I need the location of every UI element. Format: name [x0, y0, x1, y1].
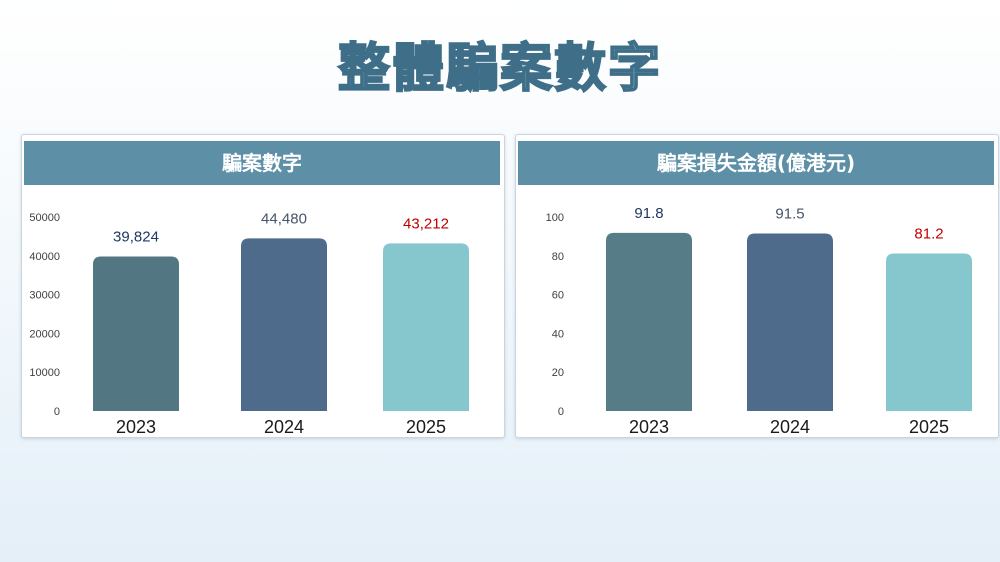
y-tick-label: 40	[552, 328, 564, 340]
x-tick-label-2024: 2024	[264, 417, 304, 437]
page-title: 整體騙案數字	[337, 38, 662, 100]
x-tick-label-2023: 2023	[116, 417, 156, 437]
fraud-cases-chart: 0 10000 20000 30000 40000 50000 39,824 2023 44,4…	[29, 210, 469, 437]
y-tick-label: 60	[552, 290, 564, 302]
bar-2023	[606, 232, 692, 411]
x-tick-label-2023: 2023	[629, 417, 669, 437]
data-label-2025: 81.2	[914, 225, 943, 242]
bar-2024	[747, 233, 833, 411]
y-tick-label: 10000	[29, 367, 60, 379]
y-tick-label: 100	[546, 212, 564, 224]
bar-2023	[93, 256, 179, 411]
x-tick-label-2025: 2025	[909, 417, 949, 437]
data-label-2024: 44,480	[261, 210, 307, 227]
bar-2024	[241, 238, 327, 411]
y-tick-label: 0	[54, 406, 60, 418]
y-tick-label: 30000	[29, 290, 60, 302]
fraud-losses-chart: 0 20 40 60 80 100 91.8 2023 91.5 2024 81.2 2025	[546, 205, 972, 437]
y-tick-label: 50000	[29, 212, 60, 224]
data-label-2024: 91.5	[775, 205, 804, 222]
fraud-cases-chart-title: 騙案數字	[24, 141, 500, 185]
y-tick-label: 40000	[29, 251, 60, 263]
fraud-cases-chart-panel: 騙案數字 0 10000 20000 30000 40000 50000 39,824 202…	[21, 134, 505, 438]
data-label-2023: 39,824	[113, 228, 159, 245]
bar-2025	[383, 243, 469, 411]
x-tick-label-2024: 2024	[770, 417, 810, 437]
x-tick-label-2025: 2025	[406, 417, 446, 437]
data-label-2025: 43,212	[403, 215, 449, 232]
data-label-2023: 91.8	[634, 205, 663, 222]
y-tick-label: 80	[552, 251, 564, 263]
fraud-losses-chart-panel: 騙案損失金額(億港元) 0 20 40 60 80 100 91.8 2023 91.5 2024…	[515, 134, 999, 438]
y-tick-label: 20000	[29, 328, 60, 340]
bar-2025	[886, 253, 972, 411]
fraud-losses-chart-title: 騙案損失金額(億港元)	[518, 141, 994, 185]
y-tick-label: 0	[558, 406, 564, 418]
y-tick-label: 20	[552, 367, 564, 379]
